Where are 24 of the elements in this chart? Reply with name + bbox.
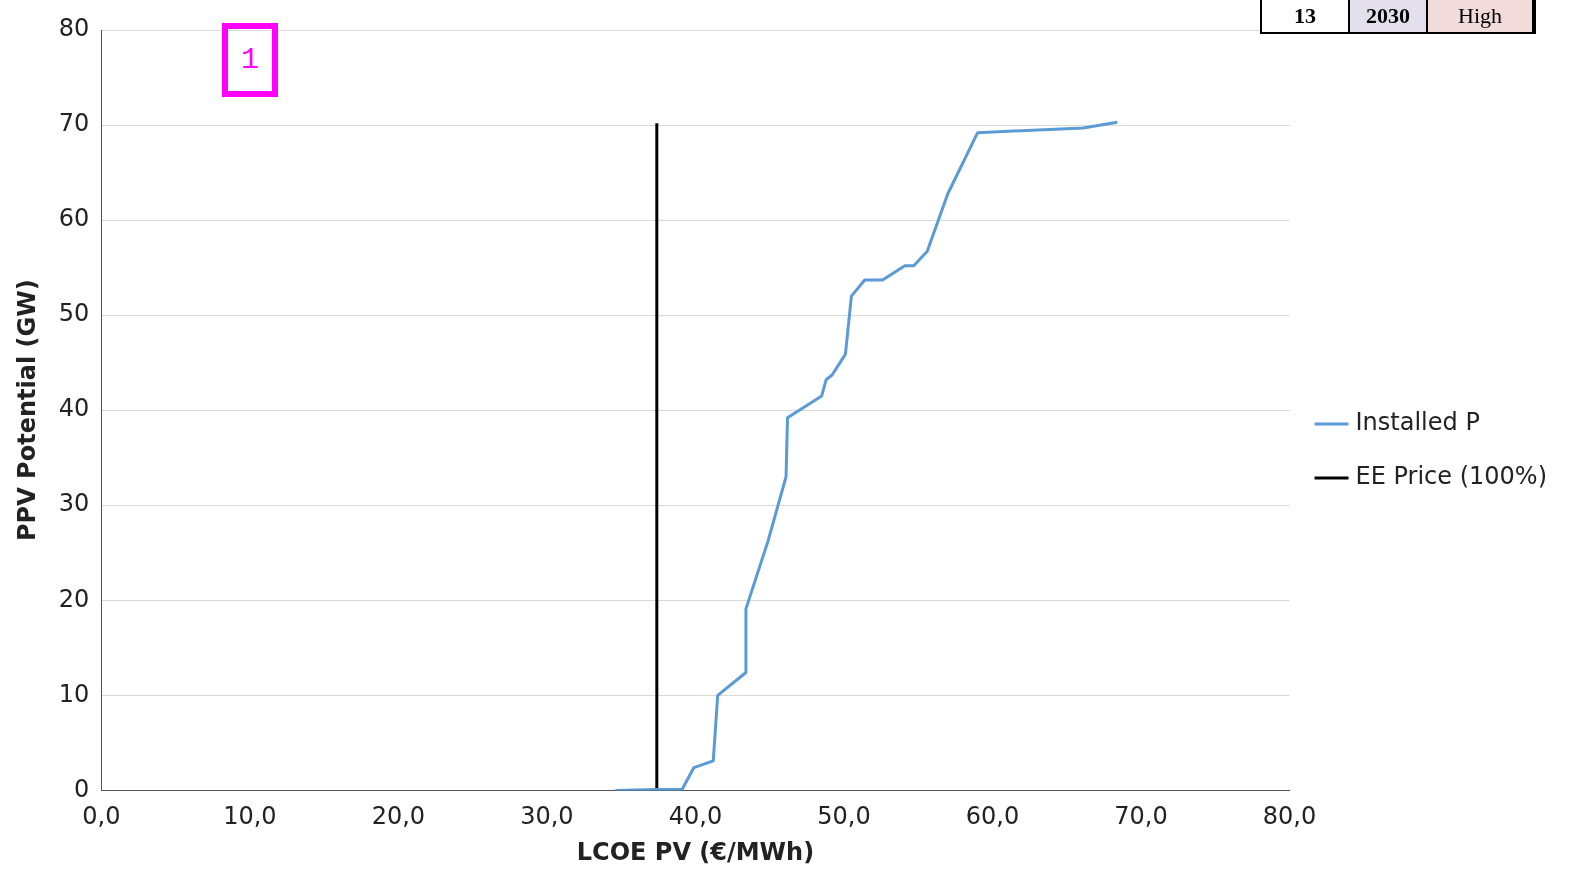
y-axis-title: PPV Potential (GW)	[12, 279, 41, 541]
x-tick-label: 50,0	[817, 802, 871, 831]
x-tick-label: 70,0	[1114, 802, 1168, 831]
x-tick-label: 80,0	[1262, 802, 1317, 831]
y-tick-label: 80	[58, 14, 90, 43]
y-tick-label: 20	[58, 584, 90, 613]
x-tick-label: 20,0	[371, 802, 426, 831]
table-fragment: 13 2030 High	[1260, 0, 1536, 34]
annotation: 1	[222, 23, 278, 97]
legend-label: EE Price (100%)	[1355, 462, 1548, 491]
x-tick-label: 0,0	[82, 802, 121, 831]
legend-label: Installed P	[1355, 408, 1480, 437]
x-axis-title: LCOE PV (€/MWh)	[576, 837, 815, 866]
x-tick-label: 40,0	[668, 802, 723, 831]
x-tick-label: 30,0	[520, 802, 574, 831]
y-tick-label: 0	[74, 774, 90, 803]
y-tick-label: 70	[58, 109, 90, 138]
x-tick-label: 60,0	[965, 802, 1020, 831]
y-tick-label: 50	[58, 299, 90, 328]
y-tick-label: 30	[58, 489, 90, 518]
y-tick-label: 60	[58, 204, 90, 233]
y-tick-label: 10	[58, 679, 90, 708]
x-tick-label: 10,0	[223, 802, 277, 831]
y-tick-label: 40	[58, 394, 90, 423]
